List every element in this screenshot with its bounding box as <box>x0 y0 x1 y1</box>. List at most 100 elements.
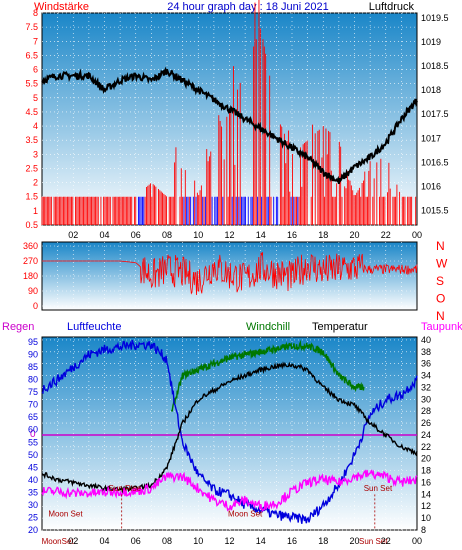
direction-tick-label: 360 <box>23 241 38 251</box>
time-tick-label: 04 <box>99 536 109 546</box>
humidity-tick-label: 70 <box>28 400 38 410</box>
time-tick-label: 14 <box>256 230 266 240</box>
time-tick-label: 06 <box>131 536 141 546</box>
regen-zero-label: 0 <box>30 429 36 440</box>
pressure-tick-label: 1017.5 <box>421 109 449 119</box>
astro-bottom-label: Sun Set <box>359 537 388 546</box>
climate-panel: 0 Sun Rise Moon Set Moon Set Sun Set MoonSet… <box>28 335 431 546</box>
time-tick-label: 04 <box>99 230 109 240</box>
direction-tick-label: 270 <box>23 256 38 266</box>
panel3-time-ticks: 02 04 06 08 10 12 14 16 18 20 22 00 <box>68 536 422 546</box>
temperature-tick-label: 30 <box>421 394 431 404</box>
temperature-tick-label: 34 <box>421 371 431 381</box>
wind-pressure-panel: 87.576.565.554.543.532.521.510.5 1019.51… <box>25 0 449 240</box>
direction-tick-label: 0 <box>33 301 38 311</box>
humidity-tick-label: 65 <box>28 412 38 422</box>
compass-label: W <box>436 257 448 271</box>
humidity-tick-label: 45 <box>28 462 38 472</box>
wind-tick-label: 5.5 <box>25 79 38 89</box>
time-tick-label: 14 <box>256 536 266 546</box>
time-tick-label: 10 <box>193 536 203 546</box>
pressure-line <box>41 66 418 184</box>
astro-annotation-label: Moon Set <box>48 509 83 518</box>
pressure-tick-label: 1018.5 <box>421 61 449 71</box>
temperature-tick-label: 38 <box>421 347 431 357</box>
pressure-tick-label: 1016.5 <box>421 157 449 167</box>
windchill-series-line <box>171 339 365 412</box>
temperature-tick-label: 32 <box>421 382 431 392</box>
wind-tick-label: 4 <box>33 121 38 131</box>
compass-label: O <box>436 292 445 306</box>
legend-temperatur: Temperatur <box>312 321 368 333</box>
pressure-tick-label: 1017 <box>421 133 441 143</box>
wind-tick-label: 1 <box>33 206 38 216</box>
wind-tick-label: 6 <box>33 65 38 75</box>
wind-tick-label: 2.5 <box>25 163 38 173</box>
wind-tick-label: 7.5 <box>25 22 38 32</box>
wind-tick-label: 8 <box>33 8 38 18</box>
temperature-tick-label: 26 <box>421 418 431 428</box>
humidity-tick-label: 40 <box>28 475 38 485</box>
time-tick-label: 08 <box>162 230 172 240</box>
humidity-axis-ticks: 95 90 85 80 75 70 65 60 55 50 45 40 35 30 25 20 <box>28 337 38 535</box>
temperature-tick-label: 12 <box>421 501 431 511</box>
compass-label: S <box>436 274 444 288</box>
wind-tick-label: 0.5 <box>25 220 38 230</box>
time-tick-label: 16 <box>287 230 297 240</box>
temperature-tick-label: 8 <box>421 525 426 535</box>
climate-series <box>41 339 418 524</box>
pressure-axis-ticks: 1019.5 1019 1018.5 1018 1017.5 1017 1016.5 1016… <box>421 13 449 216</box>
temperature-tick-label: 20 <box>421 454 431 464</box>
wind-axis-ticks: 8 7.5 7 6.5 6 5.5 5 4.5 4 3.5 3 2.5 2 1.5 1 0.5 <box>25 8 38 230</box>
panel1-time-ticks: 02 04 06 08 10 12 14 16 18 20 22 00 <box>68 230 422 240</box>
wind-tick-label: 6.5 <box>25 50 38 60</box>
compass-label: N <box>436 239 445 253</box>
time-tick-label: 02 <box>68 230 78 240</box>
time-tick-label: 00 <box>412 536 422 546</box>
time-tick-label: 22 <box>381 230 391 240</box>
time-tick-label: 18 <box>318 230 328 240</box>
temperature-tick-label: 22 <box>421 442 431 452</box>
humidity-tick-label: 30 <box>28 500 38 510</box>
temperature-tick-label: 18 <box>421 466 431 476</box>
wind-tick-label: 3 <box>33 149 38 159</box>
astro-annotation-label: Moon Set <box>228 509 263 518</box>
direction-tick-label: 180 <box>23 271 38 281</box>
humidity-tick-label: 60 <box>28 425 38 435</box>
time-tick-label: 18 <box>318 536 328 546</box>
time-tick-label: 20 <box>349 536 359 546</box>
wind-tick-label: 1.5 <box>25 192 38 202</box>
pressure-tick-label: 1015.5 <box>421 206 449 216</box>
legend-windchill: Windchill <box>246 321 290 333</box>
humidity-tick-label: 25 <box>28 512 38 522</box>
time-tick-label: 00 <box>412 230 422 240</box>
humidity-tick-label: 80 <box>28 375 38 385</box>
wind-axis-title: Windstärke <box>34 1 89 13</box>
time-tick-label: 20 <box>349 230 359 240</box>
astro-bottom-label: MoonSet <box>42 537 75 546</box>
wind-strength-bars <box>41 0 417 225</box>
temperature-tick-label: 36 <box>421 359 431 369</box>
temperature-tick-label: 24 <box>421 430 431 440</box>
wind-tick-label: 5 <box>33 93 38 103</box>
wind-tick-label: 4.5 <box>25 107 38 117</box>
time-tick-label: 10 <box>193 230 203 240</box>
humidity-tick-label: 95 <box>28 337 38 347</box>
temperature-tick-label: 28 <box>421 406 431 416</box>
wind-tick-label: 7 <box>33 36 38 46</box>
pressure-tick-label: 1019.5 <box>421 13 449 23</box>
wind-tick-label: 3.5 <box>25 135 38 145</box>
humidity-tick-label: 75 <box>28 387 38 397</box>
wind-direction-line <box>42 252 418 296</box>
astro-annotation-label: Sun Rise <box>109 484 142 493</box>
luftfeuchte-series-line <box>41 339 418 524</box>
time-tick-label: 16 <box>287 536 297 546</box>
temperature-tick-label: 10 <box>421 513 431 523</box>
time-tick-label: 08 <box>162 536 172 546</box>
time-tick-label: 12 <box>224 536 234 546</box>
direction-axis-ticks: 360 270 180 90 0 <box>23 241 38 311</box>
